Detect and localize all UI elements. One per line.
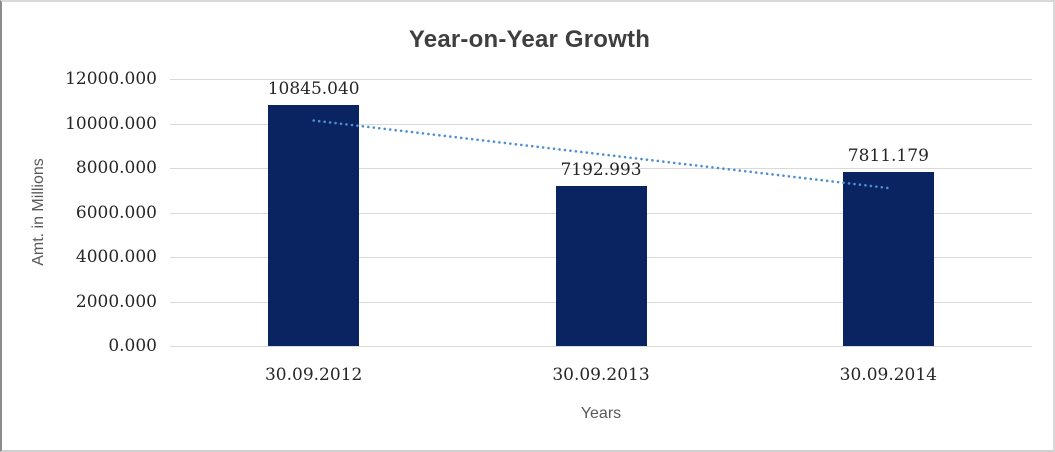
x-category-label: 30.09.2012 — [264, 365, 363, 385]
gridline — [170, 79, 1032, 80]
y-tick-label: 6000.000 — [75, 202, 157, 223]
bar — [842, 172, 934, 346]
x-category-label: 30.09.2013 — [552, 365, 650, 385]
bar-data-label: 7192.993 — [560, 159, 642, 180]
x-axis-title: Years — [580, 405, 622, 422]
bar-data-label: 10845.040 — [267, 78, 360, 99]
y-tick-label: 0.000 — [108, 336, 157, 356]
y-tick-label: 12000.000 — [65, 69, 157, 89]
chart-title: Year-on-Year Growth — [408, 26, 651, 53]
y-tick-label: 10000.000 — [65, 113, 157, 134]
y-tick-label: 4000.000 — [75, 247, 157, 267]
bar-data-label: 7811.179 — [847, 146, 929, 167]
gridline — [170, 346, 1032, 347]
x-category-label: 30.09.2014 — [839, 365, 937, 385]
bar — [555, 185, 647, 346]
bar — [268, 104, 360, 346]
y-tick-label: 2000.000 — [75, 291, 157, 312]
y-tick-label: 8000.000 — [75, 158, 157, 178]
